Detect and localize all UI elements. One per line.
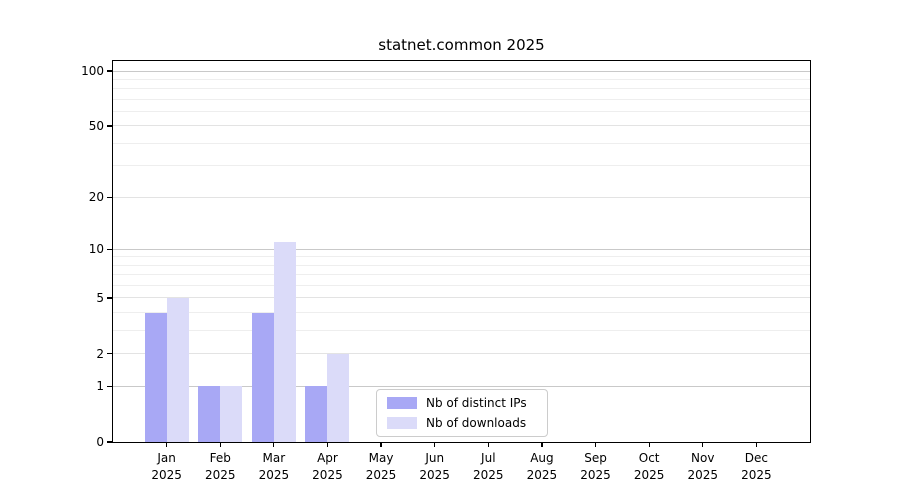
gridline-80 <box>113 88 810 90</box>
gridline-40 <box>113 142 810 144</box>
y-tick-0 <box>107 441 112 443</box>
y-tick-100 <box>107 70 112 72</box>
y-tick-2 <box>107 353 112 355</box>
x-tick-label-jun: Jun 2025 <box>419 451 450 482</box>
y-tick-label-2: 2 <box>96 346 104 361</box>
gridline-20 <box>113 196 810 198</box>
bar-ips-mar <box>251 312 274 442</box>
gridline-8 <box>113 264 810 266</box>
bar-downloads-jan <box>166 297 189 442</box>
gridline-9 <box>113 256 810 258</box>
x-tick-label-may: May 2025 <box>365 451 397 482</box>
bar-ips-jan <box>144 312 167 442</box>
x-tick-dec <box>755 443 757 447</box>
gridline-5 <box>113 297 810 299</box>
legend-label-downloads: Nb of downloads <box>426 416 527 430</box>
y-tick-label-100: 100 <box>81 64 104 78</box>
legend-label-distinct-ips: Nb of distinct IPs <box>426 396 527 410</box>
x-tick-oct <box>648 443 650 447</box>
x-tick-mar <box>273 443 275 447</box>
gridline-2 <box>113 353 810 355</box>
y-tick-label-0: 0 <box>96 435 104 449</box>
x-tick-label-apr: Apr 2025 <box>312 451 343 482</box>
gridline-4 <box>113 312 810 314</box>
x-tick-label-oct: Oct 2025 <box>633 451 665 482</box>
gridline-70 <box>113 98 810 100</box>
y-tick-5 <box>107 297 112 299</box>
legend-swatch-downloads-icon <box>387 417 417 429</box>
y-tick-label-10: 10 <box>88 242 104 257</box>
x-tick-jun <box>434 443 436 447</box>
gridline-90 <box>113 78 810 80</box>
chart-title: statnet.common 2025 <box>378 36 545 54</box>
x-tick-aug <box>541 443 543 447</box>
gridline-30 <box>113 165 810 167</box>
x-tick-label-aug: Aug 2025 <box>526 451 558 482</box>
legend-swatch-distinct-ips-icon <box>387 397 417 409</box>
x-tick-label-mar: Mar 2025 <box>258 451 290 482</box>
y-tick-10 <box>107 248 112 250</box>
legend: Nb of distinct IPs Nb of downloads <box>376 389 548 437</box>
gridline-7 <box>113 274 810 276</box>
x-tick-jul <box>487 443 489 447</box>
x-tick-may <box>380 443 382 447</box>
gridline-6 <box>113 285 810 287</box>
x-tick-label-jan: Jan 2025 <box>151 451 182 482</box>
x-tick-nov <box>702 443 704 447</box>
y-tick-label-20: 20 <box>88 190 104 205</box>
y-tick-label-5: 5 <box>96 290 104 305</box>
x-tick-jan <box>166 443 168 447</box>
x-tick-label-nov: Nov 2025 <box>687 451 719 482</box>
y-tick-1 <box>107 385 112 387</box>
gridline-3 <box>113 330 810 332</box>
plot-area <box>112 60 811 443</box>
bar-downloads-feb <box>220 386 243 442</box>
gridline-100 <box>113 70 810 72</box>
x-tick-apr <box>326 443 329 447</box>
legend-item-distinct-ips: Nb of distinct IPs <box>387 396 547 410</box>
x-tick-label-dec: Dec 2025 <box>741 451 772 482</box>
gridline-50 <box>113 125 810 127</box>
gridline-60 <box>113 111 810 113</box>
y-tick-label-50: 50 <box>88 118 104 133</box>
x-tick-label-sep: Sep 2025 <box>580 451 611 482</box>
bar-downloads-mar <box>273 242 296 442</box>
y-tick-50 <box>107 125 112 127</box>
gridline-1 <box>113 385 810 387</box>
bar-ips-feb <box>198 386 221 442</box>
y-tick-20 <box>107 196 112 198</box>
x-tick-label-feb: Feb 2025 <box>204 451 236 482</box>
bar-ips-apr <box>305 386 328 442</box>
y-tick-label-1: 1 <box>96 379 104 394</box>
x-tick-feb <box>219 443 221 447</box>
x-tick-label-jul: Jul 2025 <box>473 451 504 482</box>
legend-item-downloads: Nb of downloads <box>387 416 547 430</box>
gridline-10 <box>113 248 810 250</box>
bar-downloads-apr <box>327 353 350 442</box>
x-tick-sep <box>594 443 597 447</box>
